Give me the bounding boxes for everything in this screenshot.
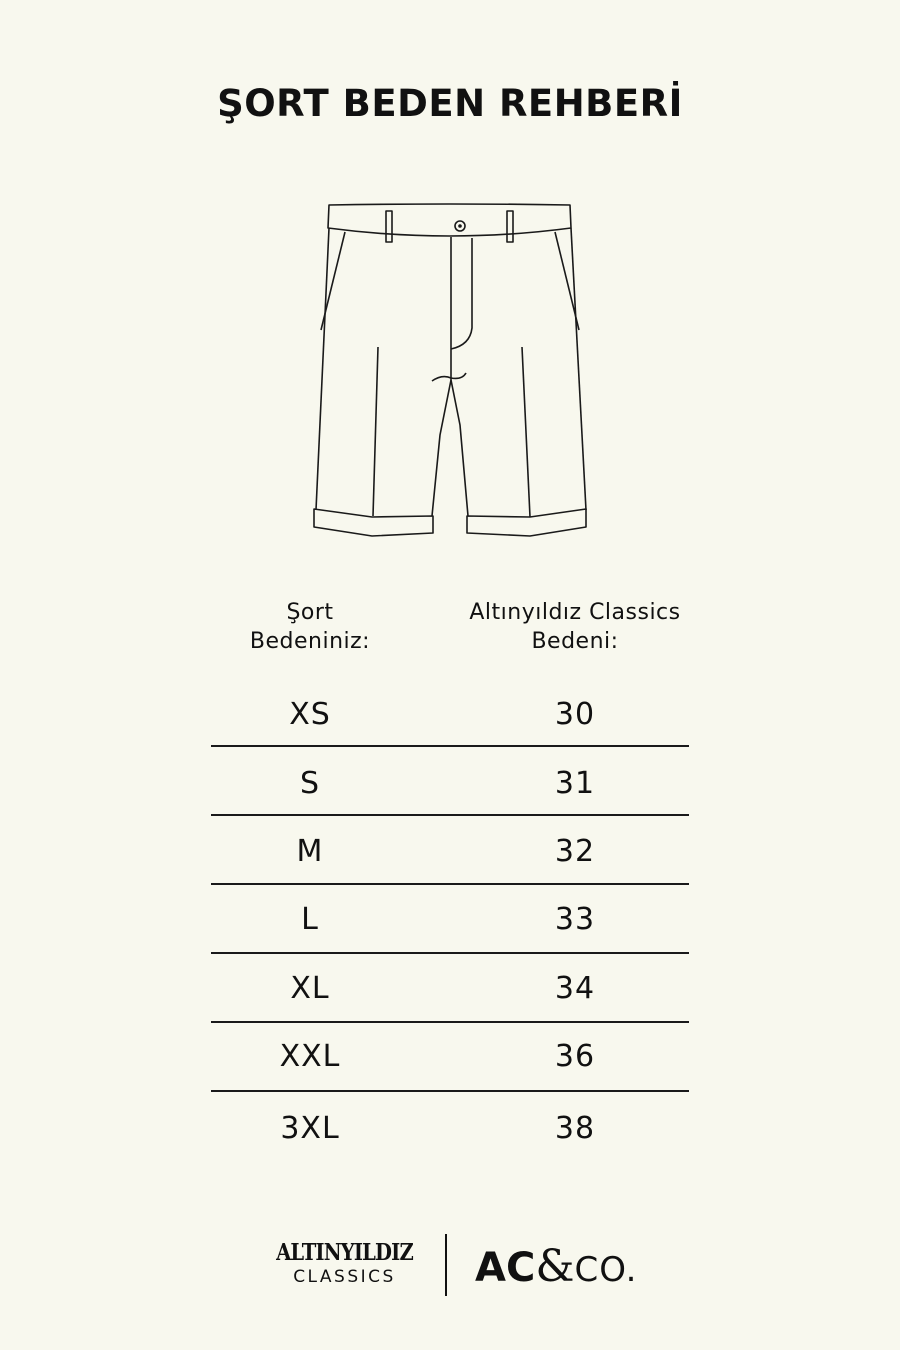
brand-size-cell: 32: [554, 834, 596, 869]
size-cell: XXL: [279, 1039, 341, 1074]
brand-size-cell: 31: [554, 766, 596, 801]
page-title: ŞORT BEDEN REHBERİ: [217, 82, 683, 125]
brand-size-cell: 30: [554, 697, 596, 732]
size-cell: XL: [290, 971, 330, 1006]
size-cell: XS: [289, 697, 331, 732]
size-cell: L: [301, 902, 319, 937]
row-divider: [211, 745, 689, 747]
logo-part: CO.: [574, 1250, 638, 1290]
logo-line: ALTINYILDIZ: [276, 1239, 414, 1266]
logo-line: CLASSICS: [293, 1267, 396, 1287]
brand-size-cell: 36: [554, 1039, 596, 1074]
column-header-brand-size: Altınyıldız Classics Bedeni:: [425, 598, 725, 656]
size-cell: S: [299, 766, 321, 801]
header-line: Altınyıldız Classics: [469, 600, 681, 625]
row-divider: [211, 1090, 689, 1092]
size-cell: M: [296, 834, 324, 869]
size-cell: 3XL: [280, 1111, 340, 1146]
row-divider: [211, 952, 689, 954]
ac-co-logo: AC&CO.: [475, 1242, 637, 1295]
altinyildiz-classics-logo: ALTINYILDIZ CLASSICS: [262, 1240, 427, 1288]
header-line: Bedeniniz:: [249, 629, 371, 654]
header-line: Bedeni:: [531, 629, 619, 654]
row-divider: [211, 1021, 689, 1023]
column-header-your-size: Şort Bedeniniz:: [210, 598, 410, 656]
logo-part: &: [535, 1241, 575, 1292]
brand-size-cell: 34: [554, 971, 596, 1006]
shorts-line-drawing-icon: [313, 203, 587, 537]
header-line: Şort: [286, 600, 334, 625]
logo-divider: [445, 1234, 447, 1296]
brand-size-cell: 33: [554, 902, 596, 937]
row-divider: [211, 814, 689, 816]
row-divider: [211, 883, 689, 885]
brand-size-cell: 38: [554, 1111, 596, 1146]
logo-part: AC: [475, 1245, 536, 1291]
